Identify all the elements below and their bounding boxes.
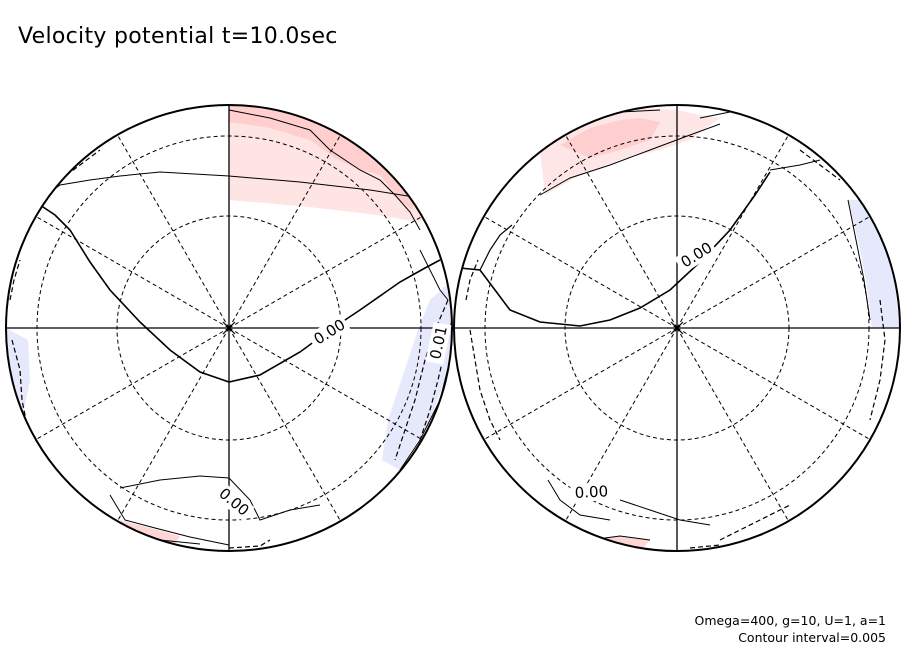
left-hemisphere: 0.00 0.00 0.01 [5,104,453,552]
chart-title: Velocity potential t=10.0sec [18,24,338,49]
left-zero-contour [39,204,441,383]
right-south-contour-label: 0.00 [574,482,608,502]
left-negative-region [382,280,452,470]
footer-contour-interval: Contour interval=0.005 [738,630,886,645]
right-hemisphere: 0.00 0.00 [453,104,901,552]
left-negative-region-west [6,328,30,420]
right-negative-region [848,200,900,328]
right-positive-core [560,118,660,158]
footer-params: Omega=400, g=10, U=1, a=1 [694,613,886,628]
right-zero-contour [459,171,771,327]
right-positive-region [540,108,720,195]
footer-info: Omega=400, g=10, U=1, a=1 Contour interv… [695,612,886,646]
